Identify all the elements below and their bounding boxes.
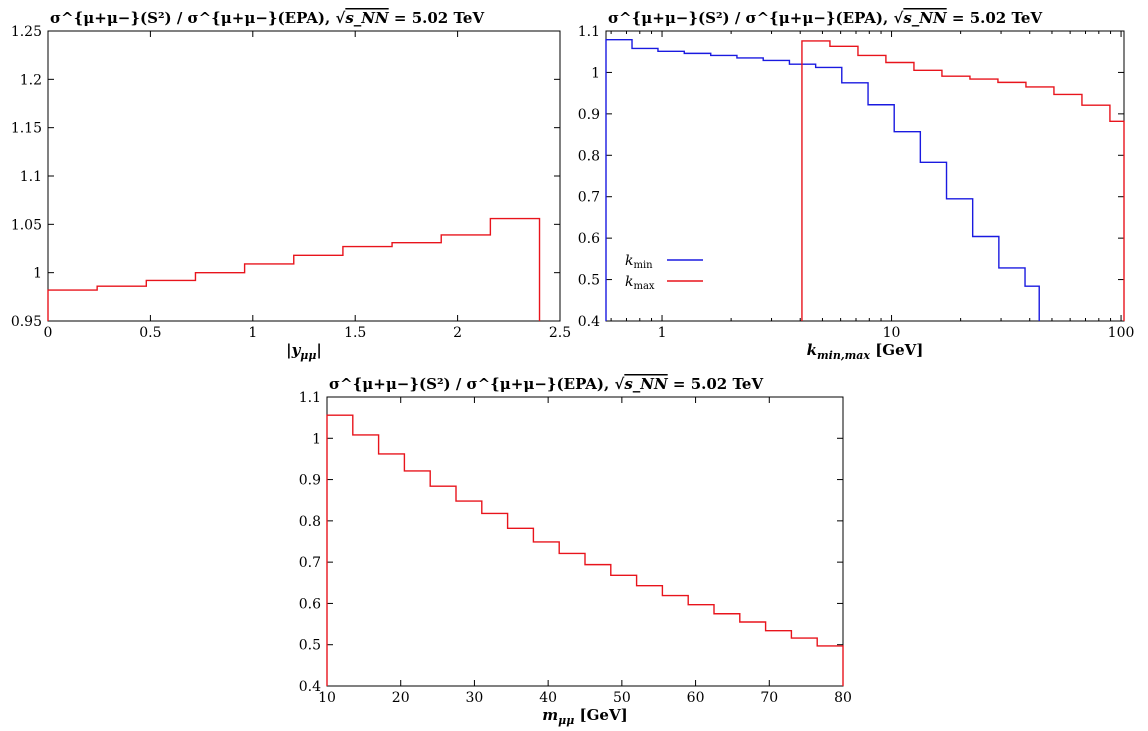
y-tick-label: 1.2 <box>20 72 42 88</box>
plot-frame <box>47 30 561 322</box>
y-tick-label: 0.8 <box>299 514 321 530</box>
series-line-k_min <box>605 39 1040 321</box>
series-line-series-0 <box>326 414 844 686</box>
y-tick-label: 1.1 <box>299 390 321 406</box>
y-tick-label: 1.25 <box>11 24 42 40</box>
x-tick-label: 1 <box>248 325 257 341</box>
legend-label-k_max: kmax <box>625 274 655 292</box>
chart-panel-kminmax: 0.4 0.5 0.6 0.7 0.8 0.9 1 1.1 1 10 100 σ^{μ+μ−}(S²)… <box>578 9 1135 362</box>
y-tick-label: 0.7 <box>299 555 321 571</box>
y-tick-label: 0.5 <box>299 638 321 654</box>
x-tick-label: 30 <box>466 690 484 706</box>
y-tick-label: 0.4 <box>578 314 600 330</box>
y-tick-label: 0.9 <box>578 107 600 123</box>
x-tick-label: 1 <box>658 325 667 341</box>
plot-frame <box>326 396 844 687</box>
x-tick-label: 10 <box>883 325 901 341</box>
y-tick-label: 1.05 <box>11 217 42 233</box>
x-tick-label: 100 <box>1108 325 1135 341</box>
y-tick-label: 1.15 <box>11 121 42 137</box>
y-tick-label: 0.6 <box>578 231 600 247</box>
x-tick-label: 20 <box>392 690 410 706</box>
y-tick-label: 1 <box>33 266 42 282</box>
y-tick-label: 1 <box>591 65 600 81</box>
y-tick-label: 1 <box>312 431 321 447</box>
x-tick-label: 2 <box>453 325 462 341</box>
legend-label-k_min: kmin <box>625 253 653 271</box>
x-tick-label: 40 <box>539 690 557 706</box>
x-tick-label: 60 <box>687 690 705 706</box>
chart-panel-mmumu: 0.4 0.5 0.6 0.7 0.8 0.9 1 1.1 10 20 30 40 50 60 70 80 σ^… <box>299 375 852 727</box>
x-tick-label: 0 <box>44 325 53 341</box>
series-line-k_max <box>801 40 1125 321</box>
x-tick-label: 1.5 <box>344 325 366 341</box>
y-tick-label: 0.7 <box>578 190 600 206</box>
y-tick-label: 1.1 <box>20 169 42 185</box>
x-tick-label: 80 <box>834 690 852 706</box>
y-tick-label: 0.4 <box>299 679 321 695</box>
x-tick-label: 70 <box>760 690 778 706</box>
x-tick-label: 2.5 <box>549 325 571 341</box>
x-tick-label: 10 <box>318 690 336 706</box>
y-tick-label: 1.1 <box>578 24 600 40</box>
y-tick-label: 0.95 <box>11 314 42 330</box>
series-line-series-0 <box>47 217 541 321</box>
x-axis-label: mμμ [GeV] <box>542 706 627 727</box>
x-tick-label: 50 <box>613 690 631 706</box>
y-tick-label: 0.5 <box>578 273 600 289</box>
x-axis-label: kmin,max [GeV] <box>807 341 924 362</box>
chart-title: σ^{μ+μ−}(S²) / σ^{μ+μ−}(EPA), √s_NN = 5.… <box>329 375 763 393</box>
plot-frame <box>605 30 1125 322</box>
y-tick-label: 0.9 <box>299 473 321 489</box>
x-axis-label: |yμμ| <box>286 341 322 362</box>
chart-title: σ^{μ+μ−}(S²) / σ^{μ+μ−}(EPA), √s_NN = 5.… <box>50 9 484 27</box>
chart-panel-ymumu: 0.95 1 1.05 1.1 1.15 1.2 1.25 0 0.5 1 1.5 2 2.5 σ^{μ+… <box>11 9 571 362</box>
chart-title: σ^{μ+μ−}(S²) / σ^{μ+μ−}(EPA), √s_NN = 5.… <box>608 9 1042 27</box>
y-tick-label: 0.8 <box>578 148 600 164</box>
y-tick-label: 0.6 <box>299 596 321 612</box>
x-tick-label: 0.5 <box>139 325 161 341</box>
